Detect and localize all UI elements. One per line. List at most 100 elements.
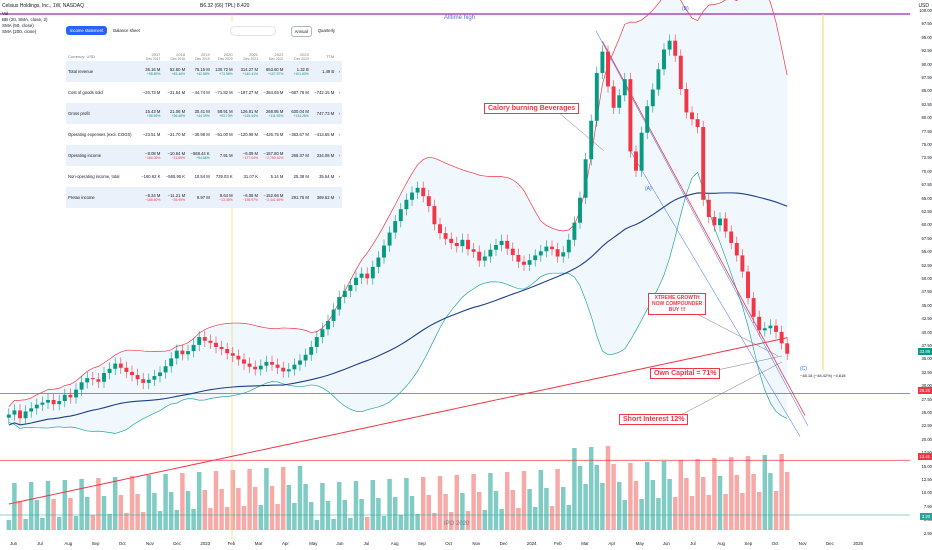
volume-bar (712, 458, 717, 530)
candle-body (477, 251, 482, 261)
financials-row[interactable]: Gross profit 15.43 M +58.59% 21.06 M +36.48%… (66, 103, 342, 124)
candle-body (516, 254, 521, 262)
financials-row[interactable]: Total revenue 36.16 M +58.89% 52.60 M +45.46… (66, 61, 342, 82)
price-axis-tick: 80.00 (921, 115, 932, 121)
indicator-volume[interactable]: Vol (2, 11, 9, 16)
candle-body (734, 242, 739, 256)
volume-bar (448, 512, 454, 530)
volume-bar (224, 507, 230, 530)
year-header: 2021 Dec 2021 (243, 52, 259, 61)
cell-value: −152.66 M −2,441.69% (263, 193, 284, 202)
chevron-right-icon[interactable]: › (338, 69, 340, 74)
chevron-right-icon[interactable]: › (338, 111, 340, 116)
volume-bar (588, 447, 594, 530)
volume-bar (437, 476, 443, 530)
indicator-sma200[interactable]: SMA (200, close) (2, 29, 37, 34)
year-header: 2017 Dec 2017 (145, 52, 161, 61)
row-label: Cost of goods sold (68, 90, 103, 95)
financials-search-field[interactable] (230, 26, 276, 36)
candle-body (522, 261, 526, 265)
volume-bar (90, 515, 96, 530)
cell-value: −51.00 M (215, 132, 233, 137)
candle-body (258, 365, 263, 370)
volume-bar (84, 497, 90, 530)
candle-body (303, 354, 308, 361)
financials-row[interactable]: Pretax income −8.24 M −168.60% −11.21 M −35.… (66, 187, 342, 208)
cell-value: 130.72 M +73.96% (215, 67, 233, 76)
volume-bar (516, 508, 521, 530)
time-axis-tick: Jul (690, 541, 696, 546)
volume-bar (297, 466, 303, 530)
financials-row[interactable]: Cost of goods sold −20.73 M −31.54 M −44.74… (66, 82, 342, 103)
candle-body (113, 363, 118, 369)
cell-value: −120.99 M (238, 132, 259, 137)
candle-body (79, 382, 84, 390)
chevron-right-icon[interactable]: › (338, 153, 340, 158)
chevron-right-icon[interactable]: › (338, 90, 340, 95)
cell-value: 653.60 M +107.97% (265, 67, 284, 76)
candle-body (398, 209, 403, 222)
price-axis-tick: 75.00 (921, 142, 932, 147)
volume-bar (762, 455, 768, 530)
indicator-bollinger[interactable]: BB (20, SMA, close, 2) (2, 17, 48, 22)
volume-bar (359, 499, 364, 530)
callout-line (694, 312, 779, 357)
volume-bar (168, 492, 174, 530)
cell-value: −10.64 M −31.69% (167, 151, 186, 160)
volume-bar (241, 506, 247, 530)
financials-row[interactable]: Non-operating income, total −160.62 K −565… (66, 166, 342, 187)
candle-body (695, 119, 700, 127)
candle-body (432, 206, 437, 225)
volume-bar (68, 498, 73, 530)
price-axis-tick: 12.50 (921, 477, 932, 482)
volume-bar (566, 505, 572, 530)
candle-body (219, 346, 224, 350)
channel-line (629, 150, 801, 437)
candle-body (544, 246, 549, 252)
row-label: Operating expenses (excl. COGS) (68, 132, 132, 137)
candle-body (292, 364, 297, 370)
cell-value: −413.65 M (314, 132, 335, 137)
volume-bar (504, 472, 510, 530)
candle-body (740, 255, 745, 272)
candle-body (124, 367, 129, 372)
candle-body (174, 350, 179, 359)
tab-income-statement[interactable]: Income statement (66, 26, 108, 35)
volume-bar (152, 493, 157, 530)
cell-value: −6.09 M −177.04% (242, 151, 259, 160)
time-axis-tick: Aug (717, 541, 725, 546)
candle-body (275, 364, 280, 368)
candle-body (225, 349, 230, 354)
financials-row[interactable]: Operating expenses (excl. COGS) −23.51 M −… (66, 124, 342, 145)
price-axis-tick: 72.50 (921, 155, 932, 161)
candle-body (510, 248, 515, 255)
tab-balance-sheet[interactable]: Balance sheet (113, 28, 140, 33)
candle-body (51, 400, 56, 405)
chevron-right-icon[interactable]: › (338, 132, 340, 137)
volume-bar (17, 501, 23, 530)
volume-bar (521, 471, 527, 530)
volume-bar (678, 460, 684, 530)
price-axis-tick: 20.00 (921, 436, 932, 442)
price-axis-tick: 30.00 (921, 383, 932, 389)
price-axis-tick: 85.00 (921, 88, 932, 94)
volume-bar (499, 509, 504, 530)
indicator-sma50[interactable]: SMA (50, close) (2, 23, 34, 28)
bollinger-upper-line (8, 0, 788, 407)
wave-b-label: (B) (682, 6, 689, 12)
projection-label: −48.18 (−48.42%) −4,818 (800, 373, 846, 378)
candle-body (662, 49, 666, 70)
cell-value: 291.75 M (291, 195, 309, 200)
period-quarterly-button[interactable]: Quarterly (317, 28, 335, 33)
period-annual-button[interactable]: Annual (290, 26, 312, 37)
wave-c-label: (C) (800, 366, 807, 372)
quote-readout: B6.32 (66) TPL) 8.420 (200, 3, 250, 9)
chevron-right-icon[interactable]: › (338, 174, 340, 179)
candle-body (785, 343, 790, 354)
chevron-right-icon[interactable]: › (338, 195, 340, 200)
candle-body (74, 389, 78, 398)
financials-row[interactable]: Operating income −8.08 M −184.05% −10.64 M −… (66, 145, 342, 166)
candle-body (370, 266, 375, 279)
year-header: 2022 Dec 2022 (268, 52, 284, 61)
